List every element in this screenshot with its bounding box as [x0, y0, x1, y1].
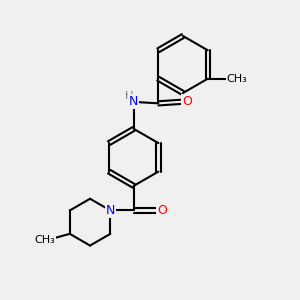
Text: N: N: [129, 95, 138, 108]
Text: H: H: [125, 92, 134, 101]
Text: O: O: [182, 95, 192, 108]
Text: O: O: [157, 204, 167, 217]
Text: N: N: [106, 204, 115, 217]
Text: CH₃: CH₃: [227, 74, 248, 84]
Text: CH₃: CH₃: [34, 235, 55, 245]
